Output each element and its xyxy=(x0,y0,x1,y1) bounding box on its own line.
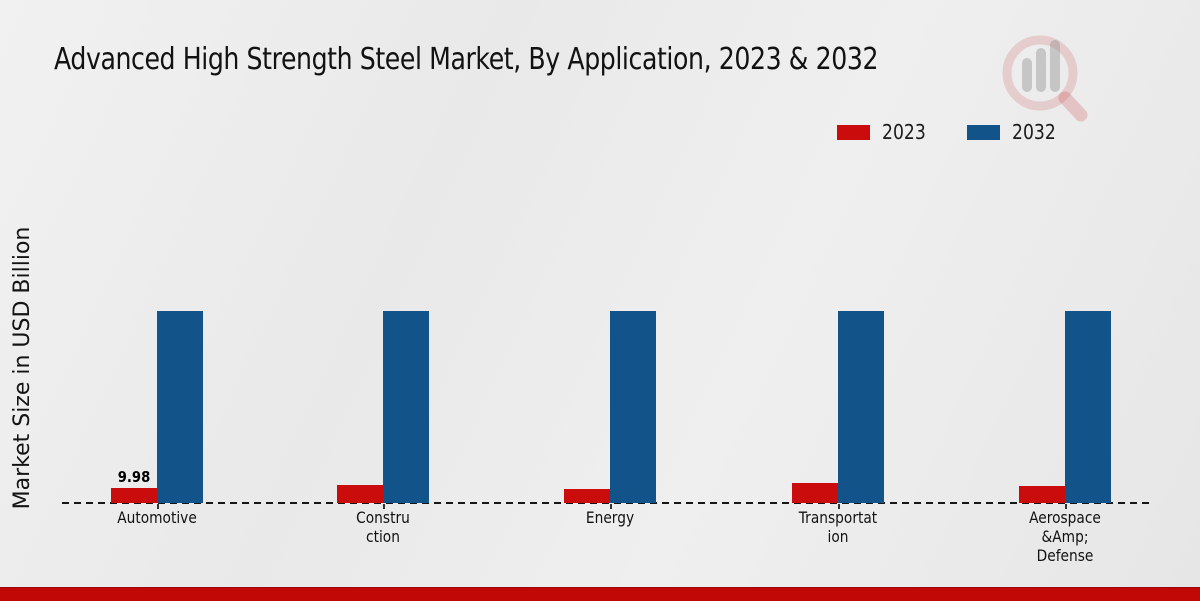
legend-swatch-2023 xyxy=(837,124,870,140)
bar-2023-automotive xyxy=(111,487,157,503)
category-label-energy: Energy xyxy=(585,508,635,527)
bar-2032-energy xyxy=(610,310,656,503)
axis-tick xyxy=(1065,504,1067,509)
category-label-construction: Constru ction xyxy=(356,508,410,546)
legend-item-2023: 2023 xyxy=(837,120,933,144)
bar-2032-construction xyxy=(383,310,429,503)
category-label-automotive: Automotive xyxy=(117,508,197,527)
chart-title: Advanced High Strength Steel Market, By … xyxy=(54,42,879,77)
category-label-transportation: Transportat ion xyxy=(798,508,878,546)
bar-2023-energy xyxy=(564,488,610,503)
bar-2032-automotive xyxy=(157,310,203,503)
bar-2032-transportation xyxy=(838,310,884,503)
legend-label-2032: 2032 xyxy=(1011,120,1056,144)
axis-tick xyxy=(838,504,840,509)
category-label-aerospace-amp-defense: Aerospace &Amp; Defense xyxy=(1029,508,1101,565)
legend-label-2023: 2023 xyxy=(882,120,926,144)
bar-2023-aerospace-amp-defense xyxy=(1019,485,1065,503)
x-axis-baseline xyxy=(62,502,1154,504)
bar-2023-construction xyxy=(337,484,383,503)
bar-2032-aerospace-amp-defense xyxy=(1065,310,1111,503)
axis-tick xyxy=(610,504,612,509)
y-axis-label: Market Size in USD Billion xyxy=(10,226,35,510)
axis-tick xyxy=(383,504,385,509)
legend-swatch-2032 xyxy=(966,124,1000,140)
axis-tick xyxy=(157,504,159,509)
bar-2023-transportation xyxy=(792,483,838,503)
legend: 2023 2032 xyxy=(837,120,1063,144)
bar-value-label: 9.98 xyxy=(117,467,151,486)
magnifier-bar-chart-logo-icon xyxy=(1002,35,1088,122)
legend-item-2032: 2032 xyxy=(966,120,1063,144)
footer-accent-band xyxy=(0,587,1200,601)
